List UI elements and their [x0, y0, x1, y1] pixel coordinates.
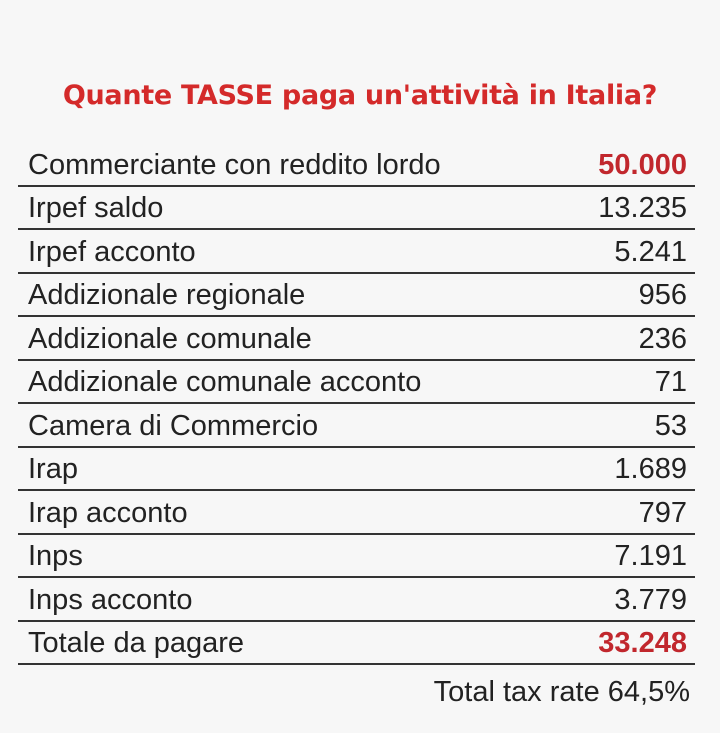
table-row: Addizionale comunale 236 — [18, 317, 695, 361]
table-row: Irpef saldo 13.235 — [18, 187, 695, 230]
row-label: Irap — [28, 453, 78, 485]
row-label: Camera di Commercio — [28, 409, 319, 442]
tax-table: Commerciante con reddito lordo 50.000 Irpe… — [18, 143, 695, 665]
row-label: Totale da pagare — [28, 627, 245, 659]
row-value: 797 — [638, 496, 687, 529]
row-value: 50.000 — [598, 148, 687, 181]
row-label: Addizionale regionale — [28, 279, 306, 311]
row-label: Addizionale comunale — [28, 322, 312, 355]
row-label: Inps acconto — [28, 583, 193, 616]
table-row: Irpef acconto 5.241 — [18, 230, 695, 274]
table-row: Irap acconto 797 — [18, 491, 695, 535]
row-label: Commerciante con reddito lordo — [28, 148, 441, 181]
row-label: Addizionale comunale acconto — [28, 366, 422, 398]
row-value: 7.191 — [614, 540, 687, 572]
title: Quante TASSE paga un'attività in Italia? — [62, 80, 658, 111]
row-label: Irpef acconto — [28, 235, 196, 268]
row-value: 71 — [654, 366, 687, 398]
tax-rate-note: Total tax rate 64,5% — [433, 676, 690, 708]
row-value: 236 — [638, 322, 687, 355]
row-label: Inps — [28, 540, 83, 572]
row-value: 1.689 — [614, 453, 687, 485]
row-value: 53 — [654, 409, 687, 442]
table-row: Addizionale regionale 956 — [18, 274, 695, 317]
table-row: Inps 7.191 — [18, 535, 695, 578]
table-row: Addizionale comunale acconto 71 — [18, 361, 695, 404]
table-row: Irap 1.689 — [18, 448, 695, 491]
row-value: 5.241 — [614, 235, 687, 268]
row-value: 13.235 — [598, 192, 687, 224]
table-row: Inps acconto 3.779 — [18, 578, 695, 622]
row-value: 3.779 — [614, 583, 687, 616]
row-value: 33.248 — [598, 627, 687, 659]
row-label: Irpef saldo — [28, 192, 164, 224]
row-value: 956 — [638, 279, 687, 311]
table-row: Camera di Commercio 53 — [18, 404, 695, 448]
row-label: Irap acconto — [28, 496, 188, 529]
table-row: Totale da pagare 33.248 — [18, 622, 695, 665]
table-row: Commerciante con reddito lordo 50.000 — [18, 143, 695, 187]
